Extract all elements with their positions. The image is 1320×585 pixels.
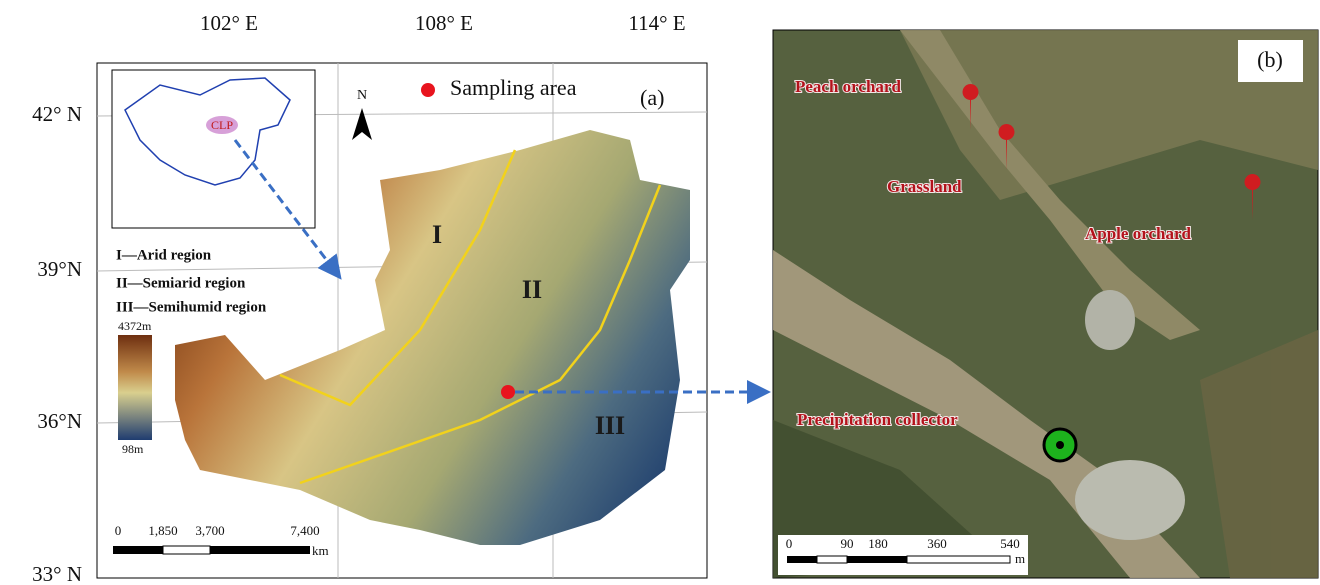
scale-tick: 360 [927, 536, 947, 551]
scale-tick: 0 [115, 523, 122, 538]
collector-center [1056, 441, 1064, 449]
scale-box [778, 535, 1028, 575]
north-label: N [357, 88, 367, 103]
lat-label: 33° N [32, 562, 82, 585]
legend-marker [421, 83, 435, 97]
lon-label: 108° E [415, 11, 473, 35]
scale-tick: 90 [841, 536, 854, 551]
colorbar-max: 4372m [118, 319, 152, 333]
lat-label: 42° N [32, 102, 82, 126]
lat-label: 36°N [37, 409, 82, 433]
panel-label: (a) [640, 85, 664, 110]
scale-unit: m [1015, 551, 1025, 566]
region-legend: III—Semihumid region [116, 299, 267, 315]
figure: 102° E 108° E 114° E 42° N 39°N 36°N 33°… [0, 0, 1320, 585]
scale-tick: 3,700 [195, 523, 224, 538]
panel-label: (b) [1257, 47, 1283, 72]
scale-tick: 0 [786, 536, 793, 551]
lon-label: 102° E [200, 11, 258, 35]
lat-label: 39°N [37, 257, 82, 281]
site-label: Apple orchard [1085, 224, 1191, 243]
colorbar [118, 335, 152, 440]
scale-unit: km [312, 543, 329, 558]
region-legend: II—Semiarid region [116, 275, 246, 291]
legend-label: Sampling area [450, 75, 577, 100]
region-label: I [432, 220, 442, 249]
region-label: III [595, 411, 625, 440]
scale-bar [787, 556, 1010, 563]
inset [112, 70, 315, 228]
lon-label: 114° E [628, 11, 685, 35]
site-label: Precipitation collector [797, 410, 958, 429]
inset-label: CLP [211, 118, 233, 132]
scale-tick: 7,400 [290, 523, 319, 538]
scale-tick: 540 [1000, 536, 1020, 551]
body: {"panel_a": {"label": "(a)", "longitudes… [0, 0, 1320, 585]
scale-tick: 1,850 [148, 523, 177, 538]
sampling-point [501, 385, 515, 399]
site-label: Peach orchard [795, 77, 901, 96]
region-label: II [522, 275, 542, 304]
site-label: Grassland [887, 177, 962, 196]
scale-tick: 180 [868, 536, 888, 551]
page: Map body { margin: 0; background: #fff; … [0, 0, 1320, 585]
region-legend: I—Arid region [116, 247, 212, 263]
scale-bar [113, 546, 310, 554]
colorbar-min: 98m [122, 442, 144, 456]
